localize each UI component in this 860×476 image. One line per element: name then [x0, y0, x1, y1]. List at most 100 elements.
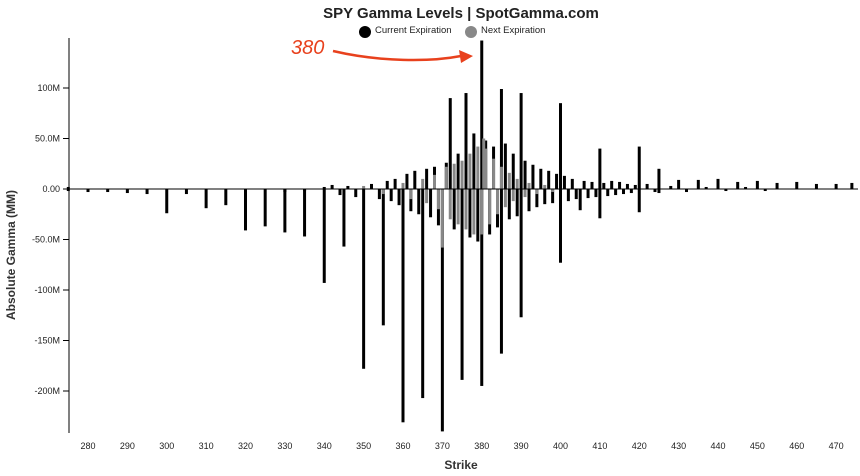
bar-next-expiration: [381, 189, 385, 195]
bar-current-expiration: [421, 189, 425, 399]
x-tick-label: 310: [199, 441, 214, 451]
x-tick-label: 350: [356, 441, 371, 451]
bar-next-expiration: [511, 189, 515, 202]
bar-current-expiration: [184, 189, 188, 195]
bar-next-expiration: [492, 158, 496, 189]
bar-next-expiration: [503, 189, 507, 208]
bar-current-expiration: [775, 182, 779, 189]
bar-current-expiration: [677, 179, 681, 189]
bar-current-expiration: [244, 189, 247, 231]
bar-current-expiration: [637, 146, 641, 189]
bar-next-expiration: [523, 189, 527, 198]
y-tick-label: 100M: [37, 83, 60, 93]
bar-current-expiration: [456, 153, 460, 189]
bar-current-expiration: [763, 189, 767, 192]
bar-current-expiration: [511, 153, 515, 189]
bar-current-expiration: [614, 189, 618, 196]
x-tick-label: 360: [395, 441, 410, 451]
bar-next-expiration: [527, 182, 531, 189]
bar-current-expiration: [685, 189, 688, 193]
bar-current-expiration: [519, 189, 523, 318]
bar-next-expiration: [499, 166, 503, 189]
bar-current-expiration: [850, 182, 854, 189]
bar-current-expiration: [165, 189, 169, 214]
bar-current-expiration: [547, 170, 551, 189]
bar-next-expiration: [551, 189, 555, 193]
bar-current-expiration: [578, 189, 582, 211]
bar-current-expiration: [322, 189, 326, 283]
x-tick-label: 340: [317, 441, 332, 451]
bar-current-expiration: [381, 189, 385, 326]
bar-current-expiration: [523, 160, 527, 189]
bar-current-expiration: [586, 189, 590, 199]
x-tick-label: 410: [592, 441, 607, 451]
bar-current-expiration: [86, 189, 90, 193]
bar-current-expiration: [66, 189, 70, 192]
bar-current-expiration: [519, 93, 523, 189]
legend-next-swatch: [465, 26, 477, 38]
bar-current-expiration: [503, 143, 507, 189]
bar-current-expiration: [377, 189, 381, 200]
x-axis-title: Strike: [444, 458, 478, 472]
bar-current-expiration: [106, 189, 110, 193]
bar-current-expiration: [555, 173, 559, 189]
bar-current-expiration: [653, 189, 657, 193]
legend-next-label: Next Expiration: [481, 25, 545, 36]
bar-current-expiration: [303, 189, 307, 237]
bar-current-expiration: [657, 189, 661, 194]
bar-next-expiration: [452, 163, 456, 189]
chart-title: SPY Gamma Levels | SpotGamma.com: [323, 5, 599, 22]
annotation-380: 380: [291, 37, 473, 63]
bar-next-expiration: [535, 189, 539, 195]
bar-current-expiration: [622, 189, 625, 195]
bar-current-expiration: [562, 175, 566, 189]
legend-current-label: Current Expiration: [375, 25, 452, 36]
bar-next-expiration: [496, 189, 499, 215]
bar-current-expiration: [480, 189, 484, 386]
bar-current-expiration: [499, 89, 503, 189]
bar-current-expiration: [224, 189, 228, 206]
x-tick-label: 320: [238, 441, 253, 451]
bar-next-expiration: [468, 153, 472, 189]
bar-current-expiration: [704, 186, 708, 189]
bar-current-expiration: [460, 189, 464, 380]
y-tick-label: -150M: [34, 336, 60, 346]
bar-next-expiration: [460, 160, 464, 189]
bar-current-expiration: [429, 189, 433, 218]
y-tick-label: 50.0M: [35, 134, 60, 144]
bar-current-expiration: [283, 189, 287, 233]
bar-current-expiration: [696, 179, 700, 189]
bar-next-expiration: [543, 184, 547, 189]
bar-current-expiration: [401, 189, 405, 423]
bar-current-expiration: [669, 185, 673, 189]
x-tick-label: 440: [710, 441, 725, 451]
bar-current-expiration: [405, 173, 409, 189]
bar-current-expiration: [633, 184, 637, 189]
bar-next-expiration: [482, 138, 486, 189]
bars-group: [66, 40, 854, 432]
legend: Current Expiration Next Expiration: [359, 25, 545, 38]
bar-current-expiration: [440, 189, 444, 432]
x-tick-label: 450: [750, 441, 765, 451]
bar-current-expiration: [657, 168, 661, 189]
bar-current-expiration: [531, 164, 535, 189]
bar-next-expiration: [436, 189, 440, 210]
x-tick-label: 370: [435, 441, 450, 451]
x-tick-label: 400: [553, 441, 568, 451]
bar-current-expiration: [566, 189, 570, 202]
x-tick-label: 380: [474, 441, 489, 451]
bar-current-expiration: [468, 189, 472, 238]
x-tick-label: 420: [632, 441, 647, 451]
bar-current-expiration: [303, 189, 307, 192]
bar-current-expiration: [716, 178, 720, 189]
bar-current-expiration: [342, 189, 346, 247]
x-tick-label: 300: [159, 441, 174, 451]
x-tick-label: 470: [829, 441, 844, 451]
bar-current-expiration: [535, 189, 539, 208]
bar-current-expiration: [515, 189, 519, 217]
bar-current-expiration: [330, 184, 334, 189]
bar-current-expiration: [397, 189, 401, 206]
bar-current-expiration: [322, 186, 326, 189]
bar-next-expiration: [448, 189, 452, 220]
